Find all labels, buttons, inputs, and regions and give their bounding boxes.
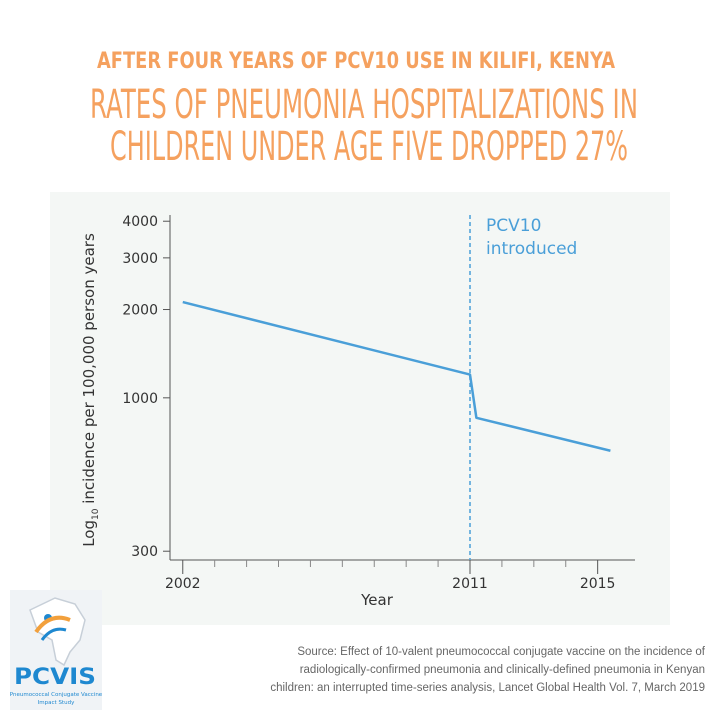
y-label-part: incidence per 100,000 person years	[80, 233, 98, 508]
annotation: introduced	[486, 239, 577, 259]
kicker: AFTER FOUR YEARS OF PCV10 USE IN KILIFI,…	[97, 49, 615, 74]
logo-subtitle: Impact Study	[38, 700, 75, 706]
y-tick-label: 2000	[122, 303, 158, 319]
y-tick-label: 4000	[122, 214, 158, 230]
logo: PCVIS Pneumococcal Conjugate Vaccine Imp…	[10, 590, 103, 710]
source: children: an interrupted time-series ana…	[270, 682, 705, 694]
y-tick-label: 3000	[122, 251, 158, 267]
x-tick-label: 2015	[580, 576, 616, 592]
logo-subtitle: Pneumococcal Conjugate Vaccine	[10, 692, 103, 698]
logo-swoosh	[40, 627, 67, 641]
x-axis-label: Year	[360, 591, 394, 609]
y-axis-label: Log10 incidence per 100,000 person years	[80, 233, 101, 547]
chart-panel	[50, 192, 670, 625]
headline: RATES OF PNEUMONIA HOSPITALIZATIONS IN	[90, 82, 638, 128]
data-line	[182, 300, 611, 452]
logo-name: PCVIS	[14, 665, 96, 690]
annotation: PCV10	[486, 216, 541, 236]
x-tick-label: 2011	[452, 576, 488, 592]
chart: 300 1000 2000 3000 4000 2002 2011 2015 PCV10 intr…	[122, 214, 635, 592]
x-tick-label: 2002	[165, 576, 201, 592]
source: Source: Effect of 10-valent pneumococcal…	[297, 646, 705, 658]
logo-map	[29, 597, 86, 667]
logo-swoosh	[34, 615, 71, 634]
headline: CHILDREN UNDER AGE FIVE DROPPED 27%	[110, 124, 628, 170]
y-label-subscript: 10	[91, 508, 101, 520]
y-label-part: Log	[80, 520, 98, 547]
source: radiologically-confirmed pneumonia and c…	[300, 664, 705, 676]
y-tick-label: 1000	[122, 391, 158, 407]
y-tick-label: 300	[131, 544, 158, 560]
